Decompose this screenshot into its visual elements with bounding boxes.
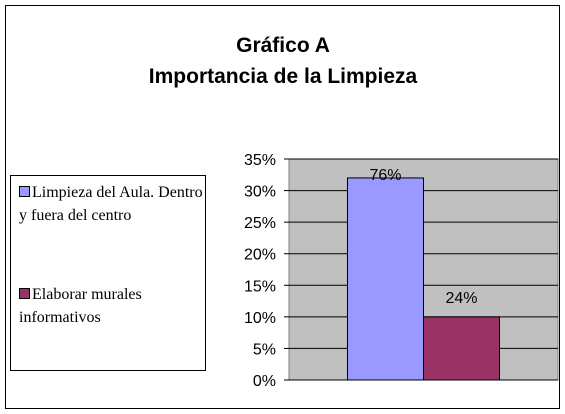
legend-swatch <box>19 186 30 197</box>
bar <box>423 316 500 381</box>
chart-title: Gráfico A <box>236 34 330 57</box>
legend-swatch <box>19 288 30 299</box>
y-tick-label: 15% <box>244 278 276 295</box>
y-tick-label: 0% <box>253 373 276 390</box>
y-tick-label: 25% <box>244 215 276 232</box>
legend-item: Elaborar murales informativos <box>19 283 204 329</box>
legend-label: Limpieza del Aula. Dentro y fuera del ce… <box>19 184 203 224</box>
chart-subtitle: Importancia de la Limpieza <box>149 65 418 88</box>
bar <box>347 177 424 381</box>
legend-item: Limpieza del Aula. Dentro y fuera del ce… <box>19 181 204 227</box>
y-tick-label: 5% <box>253 341 276 358</box>
legend-label: Elaborar murales informativos <box>19 286 142 326</box>
y-tick-label: 10% <box>244 310 276 327</box>
legend: Limpieza del Aula. Dentro y fuera del ce… <box>10 175 206 371</box>
y-tick-label: 35% <box>244 152 276 169</box>
y-tick-label: 20% <box>244 247 276 264</box>
annotation: 24% <box>445 290 477 307</box>
annotation: 76% <box>369 167 401 184</box>
y-tick-label: 30% <box>244 184 276 201</box>
